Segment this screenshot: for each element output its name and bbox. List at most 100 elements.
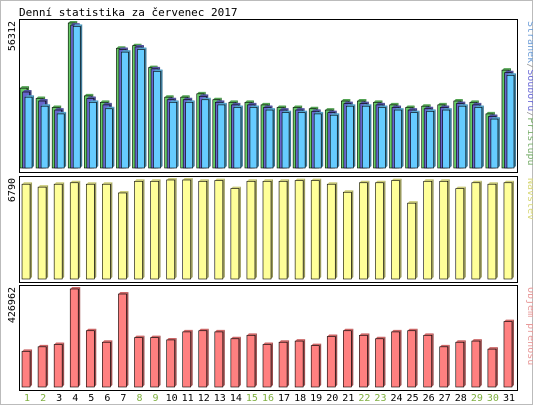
- bar-side: [224, 102, 227, 168]
- bar-side: [222, 178, 225, 279]
- bar-side: [399, 329, 402, 387]
- bar: [359, 182, 368, 280]
- bar-side: [46, 344, 49, 387]
- bar-top: [423, 179, 434, 182]
- bar: [439, 181, 449, 280]
- bar: [198, 181, 208, 280]
- bar-top: [314, 111, 324, 114]
- bar-top: [311, 343, 322, 346]
- bar-top: [212, 97, 222, 100]
- panel-max-label: 6790: [7, 178, 18, 202]
- bar-top: [501, 68, 511, 71]
- bar: [21, 351, 31, 388]
- panel-3: 426962 Objem přenosu: [7, 285, 533, 391]
- bar-side: [238, 336, 241, 387]
- series-label-part: Stránek: [525, 21, 533, 63]
- bar-top: [293, 105, 303, 108]
- chart-panels: 56312Stránek/Souborů/Přístupů6790Návštěv…: [7, 19, 533, 391]
- bar: [137, 49, 145, 169]
- bar-side: [208, 97, 211, 168]
- bar-top: [167, 97, 177, 100]
- bar-top: [230, 336, 241, 339]
- bar-side: [415, 201, 418, 279]
- bar-top: [487, 347, 498, 350]
- bar: [503, 182, 513, 280]
- bar: [297, 112, 306, 169]
- bar-top: [330, 113, 340, 116]
- bar: [85, 183, 95, 280]
- bar-side: [78, 180, 81, 279]
- bar: [185, 102, 193, 169]
- bar-top: [182, 178, 193, 180]
- bar-top: [359, 180, 370, 183]
- x-tick-label: 24: [390, 393, 402, 404]
- bar-side: [479, 180, 482, 279]
- bar-top: [325, 108, 335, 111]
- x-tick-label: 14: [230, 393, 242, 404]
- bar-top: [54, 182, 65, 185]
- bar-top: [41, 104, 51, 107]
- bar-side: [449, 108, 452, 168]
- bar-side: [351, 328, 354, 387]
- bar-top: [86, 328, 97, 331]
- bar-top: [392, 105, 402, 108]
- x-tick-label: 11: [182, 393, 194, 404]
- bar-top: [375, 336, 386, 339]
- bar-side: [30, 182, 33, 279]
- bar-side: [497, 117, 500, 168]
- bar: [310, 180, 320, 280]
- x-tick-label: 1: [24, 393, 30, 404]
- bar: [201, 99, 210, 169]
- bar-top: [70, 180, 81, 183]
- bar-top: [327, 182, 338, 185]
- bar: [249, 107, 258, 169]
- bar-top: [215, 100, 225, 103]
- bar-side: [319, 343, 322, 387]
- bar-side: [96, 100, 99, 168]
- bar: [426, 111, 434, 169]
- bar-top: [295, 339, 306, 342]
- bar: [359, 335, 368, 388]
- bar-top: [439, 179, 450, 182]
- bar-side: [447, 344, 450, 387]
- bar: [407, 330, 416, 388]
- bar-top: [86, 96, 96, 99]
- bar-side: [351, 190, 354, 279]
- bar: [343, 191, 352, 280]
- bar-side: [511, 319, 514, 387]
- bar: [166, 179, 175, 280]
- bar-top: [169, 100, 179, 103]
- bar-top: [100, 100, 110, 103]
- bar: [182, 331, 191, 388]
- bar: [118, 192, 127, 280]
- bar-top: [410, 110, 420, 113]
- bar-top: [196, 91, 206, 94]
- x-tick-label: 7: [120, 393, 126, 404]
- bar-side: [62, 182, 65, 279]
- bar-top: [84, 93, 94, 96]
- bar: [21, 183, 31, 280]
- bar-top: [134, 335, 145, 338]
- bar: [378, 107, 386, 169]
- bar: [69, 182, 79, 280]
- bar-side: [222, 329, 225, 387]
- bar-top: [485, 111, 495, 114]
- bar-top: [266, 108, 275, 111]
- bar-top: [375, 180, 386, 183]
- bar-side: [287, 340, 290, 387]
- bar-top: [153, 69, 163, 72]
- bar-top: [327, 334, 338, 337]
- bar-top: [362, 104, 372, 107]
- bar-top: [166, 178, 177, 180]
- bar-top: [455, 340, 466, 343]
- bar-top: [164, 95, 174, 98]
- bar-top: [423, 333, 434, 336]
- bar-side: [46, 185, 49, 279]
- x-tick-label: 17: [278, 393, 290, 404]
- bar-side: [321, 111, 324, 168]
- x-tick-label: 6: [104, 393, 110, 404]
- bar-top: [121, 50, 131, 53]
- x-tick-label: 2: [40, 393, 46, 404]
